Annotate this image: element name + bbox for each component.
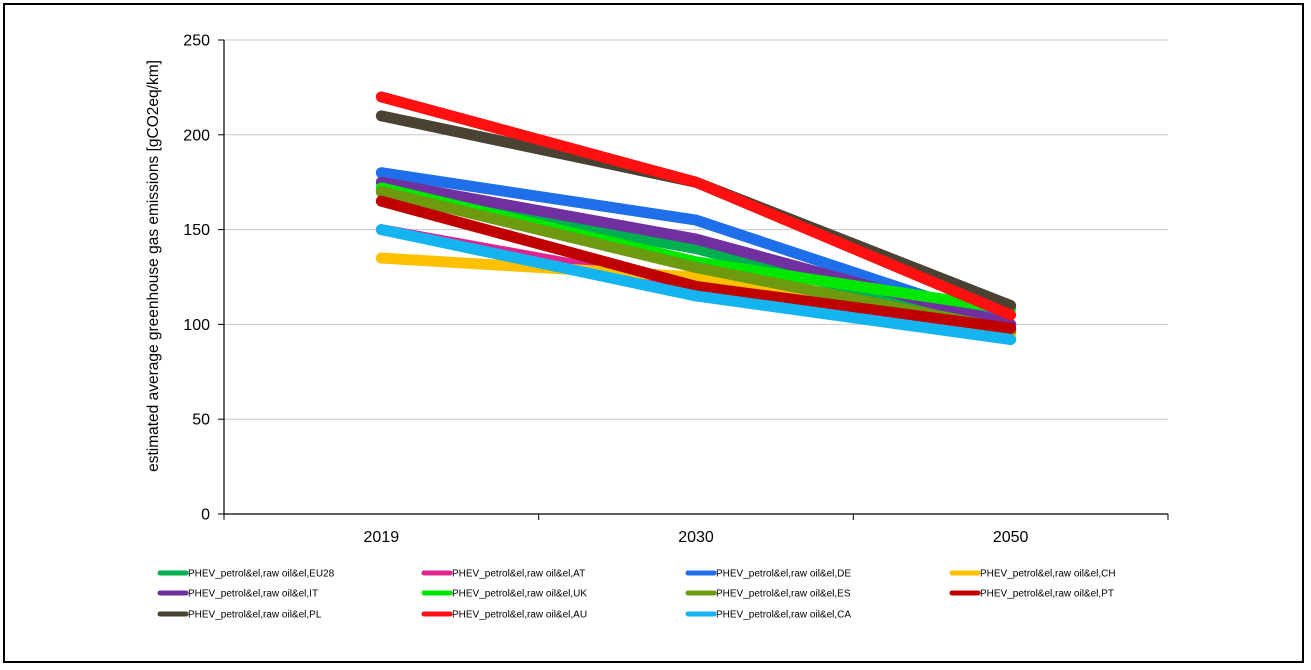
gridlines [224, 39, 1168, 420]
series-line [375, 91, 1017, 321]
legend-label: PHEV_petrol&el,raw oil&el,CH [980, 569, 1116, 580]
legend-label: PHEV_petrol&el,raw oil&el,AU [452, 610, 587, 621]
series-line [375, 224, 1017, 346]
y-axis-ticks: 0 50 100 150 200 250 [183, 33, 224, 524]
y-tick-label: 100 [183, 317, 210, 334]
axes [223, 40, 1168, 515]
x-axis-ticks: 2019 2030 2050 [223, 514, 1169, 546]
series-line [375, 195, 1017, 334]
series-lines [375, 91, 1017, 346]
y-tick-label: 150 [183, 222, 210, 239]
y-tick-label: 0 [201, 507, 210, 524]
y-tick-label: 250 [183, 33, 210, 50]
legend-label: PHEV_petrol&el,raw oil&el,UK [452, 589, 587, 600]
x-tick-label: 2019 [364, 529, 400, 546]
x-tick-label: 2050 [993, 529, 1029, 546]
legend-label: PHEV_petrol&el,raw oil&el,CA [716, 610, 851, 621]
legend-label: PHEV_petrol&el,raw oil&el,PT [980, 589, 1114, 600]
y-tick-label: 50 [192, 412, 210, 429]
legend-label: PHEV_petrol&el,raw oil&el,AT [452, 569, 585, 580]
legend-label: PHEV_petrol&el,raw oil&el,DE [716, 569, 851, 580]
legend-label: PHEV_petrol&el,raw oil&el,PL [188, 610, 322, 621]
legend-label: PHEV_petrol&el,raw oil&el,IT [188, 589, 318, 600]
y-axis-label: estimated average greenhouse gas emissio… [145, 60, 162, 472]
chart-frame [3, 3, 1304, 663]
legend: PHEV_petrol&el,raw oil&el,EU28 PHEV_petro… [157, 569, 1116, 621]
y-tick-label: 200 [183, 127, 210, 144]
x-tick-label: 2030 [678, 529, 714, 546]
legend-label: PHEV_petrol&el,raw oil&el,EU28 [188, 569, 335, 580]
legend-label: PHEV_petrol&el,raw oil&el,ES [716, 589, 851, 600]
